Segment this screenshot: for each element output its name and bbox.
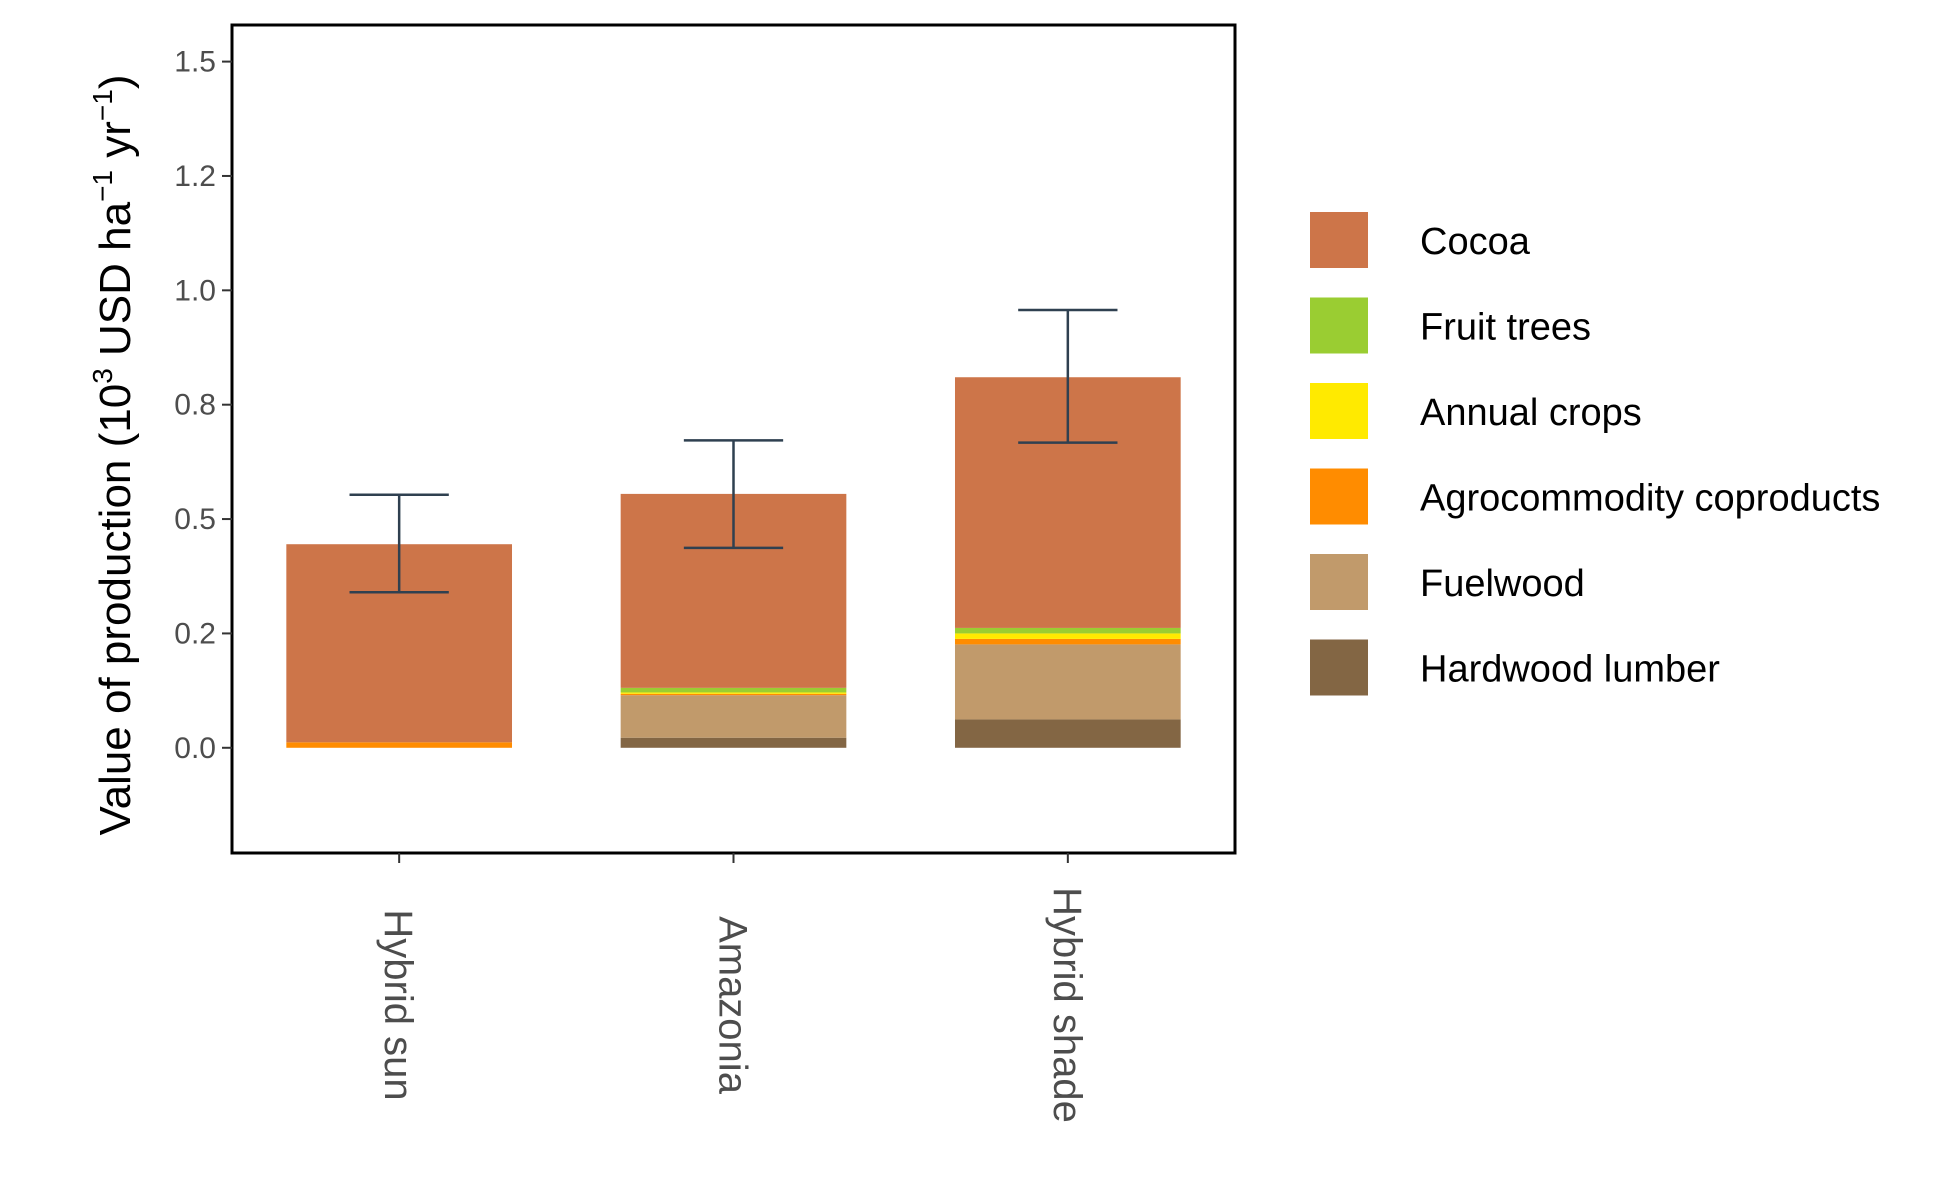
legend-item: Agrocommodity coproducts (1310, 468, 1880, 525)
bars (286, 377, 1181, 748)
y-axis-title: Value of production (103 USD ha−1 yr−1) (87, 74, 140, 835)
legend-label: Annual crops (1420, 392, 1642, 434)
legend-label: Agrocommodity coproducts (1420, 478, 1880, 520)
bar-segment-fruit-trees (620, 687, 847, 693)
bar-segment-hardwood-lumber (620, 737, 847, 748)
bar-segment-fuelwood (954, 644, 1181, 720)
legend-item: Fuelwood (1310, 554, 1585, 610)
y-tick-label: 0.5 (174, 503, 216, 536)
error-bar (1018, 308, 1118, 444)
x-axis: Hybrid sun Amazonia Hybrid shade (376, 853, 1089, 1123)
legend-label: Fruit trees (1420, 307, 1591, 349)
y-tick-label: 0.0 (174, 732, 216, 765)
legend-item: Hardwood lumber (1310, 639, 1720, 696)
bar-segment-annual-crops (954, 633, 1181, 639)
bar-segment-agrocommodity-coproducts (286, 742, 513, 748)
legend-label: Hardwood lumber (1420, 649, 1720, 691)
bar-segment-annual-crops (620, 692, 847, 694)
bar-segment-hardwood-lumber (954, 719, 1181, 748)
legend-label: Fuelwood (1420, 563, 1585, 605)
x-category-label: Hybrid shade (1045, 887, 1089, 1123)
y-tick-label: 1.0 (174, 274, 216, 307)
y-tick-label: 1.2 (174, 160, 216, 193)
legend-swatch (1310, 212, 1368, 268)
x-category-label: Amazonia (711, 916, 755, 1095)
y-tick-label: 0.8 (174, 389, 216, 422)
legend-item: Fruit trees (1310, 297, 1591, 354)
bar-segment-agrocommodity-coproducts (954, 638, 1181, 645)
legend-swatch (1310, 297, 1368, 354)
x-category-label: Hybrid sun (376, 909, 420, 1100)
legend-swatch (1310, 639, 1368, 696)
bar-segment-fuelwood (620, 695, 847, 738)
y-axis: 0.0 0.2 0.5 0.8 1.0 1.2 1.5 (174, 46, 232, 765)
error-bar (683, 439, 784, 550)
legend-label: Cocoa (1420, 221, 1531, 263)
bar-segment-agrocommodity-coproducts (620, 693, 847, 696)
legend-swatch (1310, 468, 1368, 525)
legend-item: Cocoa (1310, 212, 1531, 268)
y-tick-label: 1.5 (174, 46, 216, 79)
error-bar (349, 493, 449, 594)
legend-swatch (1310, 554, 1368, 610)
y-tick-label: 0.2 (174, 617, 216, 650)
bar-segment-fruit-trees (954, 627, 1181, 634)
legend: Cocoa Fruit trees Annual crops Agrocommodit… (1310, 212, 1880, 696)
legend-swatch (1310, 383, 1368, 439)
legend-item: Annual crops (1310, 383, 1642, 439)
error-bars (349, 308, 1118, 594)
